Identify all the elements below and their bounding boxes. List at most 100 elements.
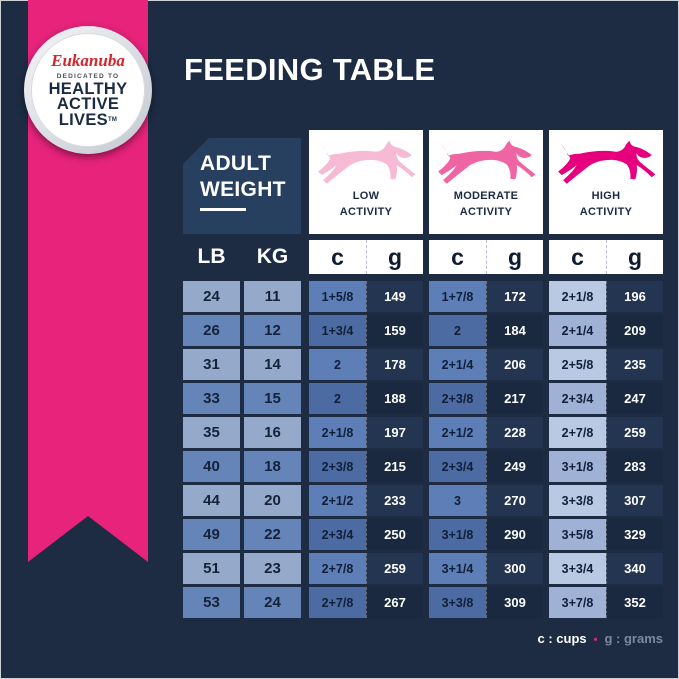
cell-moderate-grams: 309 <box>486 587 543 618</box>
cell-low-grams: 197 <box>366 417 423 448</box>
cell-high-cups: 3+3/4 <box>549 553 606 584</box>
cell-low-cups: 2+7/8 <box>309 553 366 584</box>
low-units-header: c g <box>309 240 423 274</box>
cell-high-cups: 3+7/8 <box>549 587 606 618</box>
seal-lives-word: LIVES <box>58 110 108 129</box>
high-units-header: c g <box>549 240 663 274</box>
cell-moderate-cups: 3+1/4 <box>429 553 486 584</box>
table-row: 24 11 1+5/8 149 1+7/8 172 2+1/8 196 <box>183 281 663 312</box>
cell-low-grams: 259 <box>366 553 423 584</box>
cell-low-cups: 2 <box>309 349 366 380</box>
cell-high-cups: 2+1/4 <box>549 315 606 346</box>
cell-lb: 40 <box>183 451 240 482</box>
cell-high-cups: 3+5/8 <box>549 519 606 550</box>
cell-moderate-cups: 2+3/8 <box>429 383 486 414</box>
cell-high-cups: 3+3/8 <box>549 485 606 516</box>
cell-moderate-cups: 3 <box>429 485 486 516</box>
cell-lb: 49 <box>183 519 240 550</box>
seal-line-lives: LIVESTM <box>58 110 117 129</box>
high-activity-label-line1: HIGH <box>591 190 621 202</box>
unit-header-row: LB KG c g c g c g <box>183 240 663 274</box>
cell-lb: 35 <box>183 417 240 448</box>
cell-high-cups: 2+1/8 <box>549 281 606 312</box>
table-row: 53 24 2+7/8 267 3+3/8 309 3+7/8 352 <box>183 587 663 618</box>
cell-high-grams: 209 <box>606 315 663 346</box>
cell-low-cups: 2+3/4 <box>309 519 366 550</box>
cell-high-grams: 340 <box>606 553 663 584</box>
cell-moderate-grams: 206 <box>486 349 543 380</box>
brand-logo: Eukanuba <box>51 50 125 70</box>
cell-low-grams: 178 <box>366 349 423 380</box>
table-row: 26 12 1+3/4 159 2 184 2+1/4 209 <box>183 315 663 346</box>
adult-weight-header: ADULT WEIGHT <box>183 138 301 234</box>
cell-kg: 24 <box>244 587 301 618</box>
cell-high-cups: 2+5/8 <box>549 349 606 380</box>
legend-grams: g : grams <box>604 631 663 646</box>
cell-moderate-cups: 2+1/4 <box>429 349 486 380</box>
cell-kg: 11 <box>244 281 301 312</box>
eukanuba-seal-inner: Eukanuba DEDICATED TO HEALTHY ACTIVE LIV… <box>31 33 145 147</box>
table-row: 51 23 2+7/8 259 3+1/4 300 3+3/4 340 <box>183 553 663 584</box>
cell-lb: 24 <box>183 281 240 312</box>
cell-kg: 15 <box>244 383 301 414</box>
cell-lb: 44 <box>183 485 240 516</box>
cell-low-cups: 2+3/8 <box>309 451 366 482</box>
cell-high-cups: 2+7/8 <box>549 417 606 448</box>
cell-high-cups: 3+1/8 <box>549 451 606 482</box>
kg-column-header: KG <box>256 245 289 268</box>
cell-high-grams: 247 <box>606 383 663 414</box>
eukanuba-seal: Eukanuba DEDICATED TO HEALTHY ACTIVE LIV… <box>24 26 152 154</box>
cell-high-grams: 283 <box>606 451 663 482</box>
cell-kg: 22 <box>244 519 301 550</box>
cell-moderate-grams: 270 <box>486 485 543 516</box>
cell-low-grams: 149 <box>366 281 423 312</box>
cell-lb: 51 <box>183 553 240 584</box>
cell-high-grams: 196 <box>606 281 663 312</box>
cell-kg: 16 <box>244 417 301 448</box>
legend: c : cups • g : grams <box>183 631 664 646</box>
grams-unit-header: g <box>606 240 663 274</box>
adult-weight-underline <box>200 208 246 211</box>
cell-high-grams: 352 <box>606 587 663 618</box>
cell-kg: 18 <box>244 451 301 482</box>
cups-unit-header: c <box>331 243 344 270</box>
seal-line-active: ACTIVE <box>56 95 120 114</box>
table-row: 33 15 2 188 2+3/8 217 2+3/4 247 <box>183 383 663 414</box>
cell-low-grams: 215 <box>366 451 423 482</box>
cell-moderate-grams: 172 <box>486 281 543 312</box>
table-body: 24 11 1+5/8 149 1+7/8 172 2+1/8 196 26 12 1+3/4 159… <box>183 281 663 618</box>
running-dog-icon <box>318 140 416 184</box>
grams-unit-header: g <box>486 240 543 274</box>
moderate-activity-label-line2: ACTIVITY <box>459 206 513 218</box>
cell-moderate-grams: 300 <box>486 553 543 584</box>
feeding-table: ADULT WEIGHT LOW ACTIVITY MODERATE ACTIV… <box>183 130 663 621</box>
cell-high-cups: 2+3/4 <box>549 383 606 414</box>
cell-low-grams: 267 <box>366 587 423 618</box>
cell-low-grams: 233 <box>366 485 423 516</box>
cell-high-grams: 235 <box>606 349 663 380</box>
moderate-units-header: c g <box>429 240 543 274</box>
cell-lb: 31 <box>183 349 240 380</box>
dedicated-to-text: DEDICATED TO <box>56 72 120 80</box>
legend-separator-dot: • <box>593 634 598 646</box>
cell-kg: 12 <box>244 315 301 346</box>
page-title: FEEDING TABLE <box>184 52 436 87</box>
moderate-activity-label-line1: MODERATE <box>453 190 519 202</box>
cell-high-grams: 307 <box>606 485 663 516</box>
table-row: 31 14 2 178 2+1/4 206 2+5/8 235 <box>183 349 663 380</box>
cell-moderate-grams: 290 <box>486 519 543 550</box>
legend-cups: c : cups <box>537 631 587 646</box>
moderate-activity-header: MODERATE ACTIVITY <box>429 130 543 234</box>
cell-high-grams: 329 <box>606 519 663 550</box>
cell-moderate-cups: 2+3/4 <box>429 451 486 482</box>
cell-low-cups: 2+1/8 <box>309 417 366 448</box>
low-activity-label-line2: ACTIVITY <box>339 206 393 218</box>
cell-moderate-grams: 249 <box>486 451 543 482</box>
cell-moderate-grams: 217 <box>486 383 543 414</box>
grams-unit-header: g <box>366 240 423 274</box>
running-dog-icon <box>438 140 536 184</box>
table-row: 49 22 2+3/4 250 3+1/8 290 3+5/8 329 <box>183 519 663 550</box>
cell-moderate-cups: 3+1/8 <box>429 519 486 550</box>
high-activity-header: HIGH ACTIVITY <box>549 130 663 234</box>
